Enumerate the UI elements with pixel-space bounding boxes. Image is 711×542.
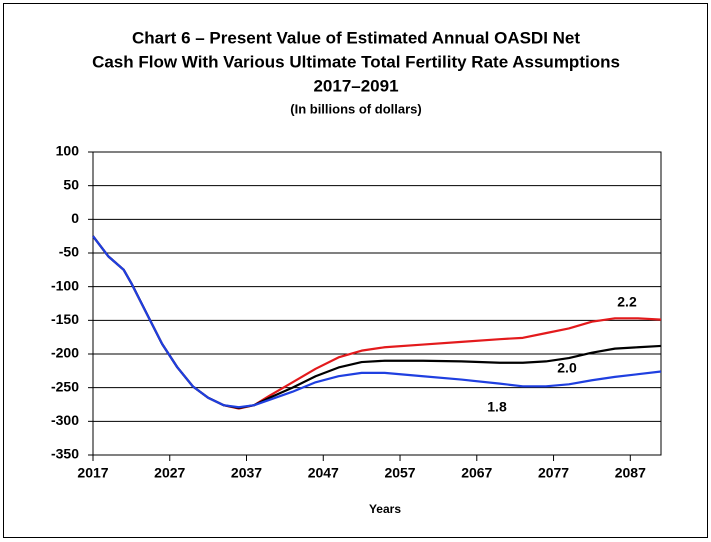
y-tick-label: -100 xyxy=(51,277,79,293)
x-tick-label: 2057 xyxy=(384,465,415,481)
y-tick-label: -350 xyxy=(51,446,79,462)
x-axis-label: Years xyxy=(369,502,401,516)
y-tick-label: -150 xyxy=(51,311,79,327)
x-tick-label: 2017 xyxy=(77,465,108,481)
series-annotation: 2.2 xyxy=(617,294,637,310)
y-tick-label: 0 xyxy=(71,210,79,226)
y-tick-label: -200 xyxy=(51,345,79,361)
x-tick-label: 2067 xyxy=(461,465,492,481)
y-tick-label: 100 xyxy=(56,143,80,159)
chart-title: Chart 6 – Present Value of Estimated Ann… xyxy=(132,28,580,47)
y-tick-label: -250 xyxy=(51,378,79,394)
series-line xyxy=(92,235,662,409)
series-annotation: 1.8 xyxy=(487,399,507,415)
x-tick-label: 2027 xyxy=(154,465,185,481)
chart-subtitle: (In billions of dollars) xyxy=(290,101,421,116)
x-tick-label: 2077 xyxy=(538,465,569,481)
x-tick-label: 2047 xyxy=(308,465,339,481)
chart-title: Cash Flow With Various Ultimate Total Fe… xyxy=(92,52,620,71)
y-tick-label: -300 xyxy=(51,412,79,428)
y-tick-label: -50 xyxy=(59,244,79,260)
x-tick-label: 2037 xyxy=(231,465,262,481)
chart-title: 2017–2091 xyxy=(313,76,398,95)
series-annotation: 2.0 xyxy=(557,360,577,376)
y-tick-label: 50 xyxy=(63,176,79,192)
plot-area xyxy=(92,151,662,456)
x-tick-label: 2087 xyxy=(615,465,646,481)
